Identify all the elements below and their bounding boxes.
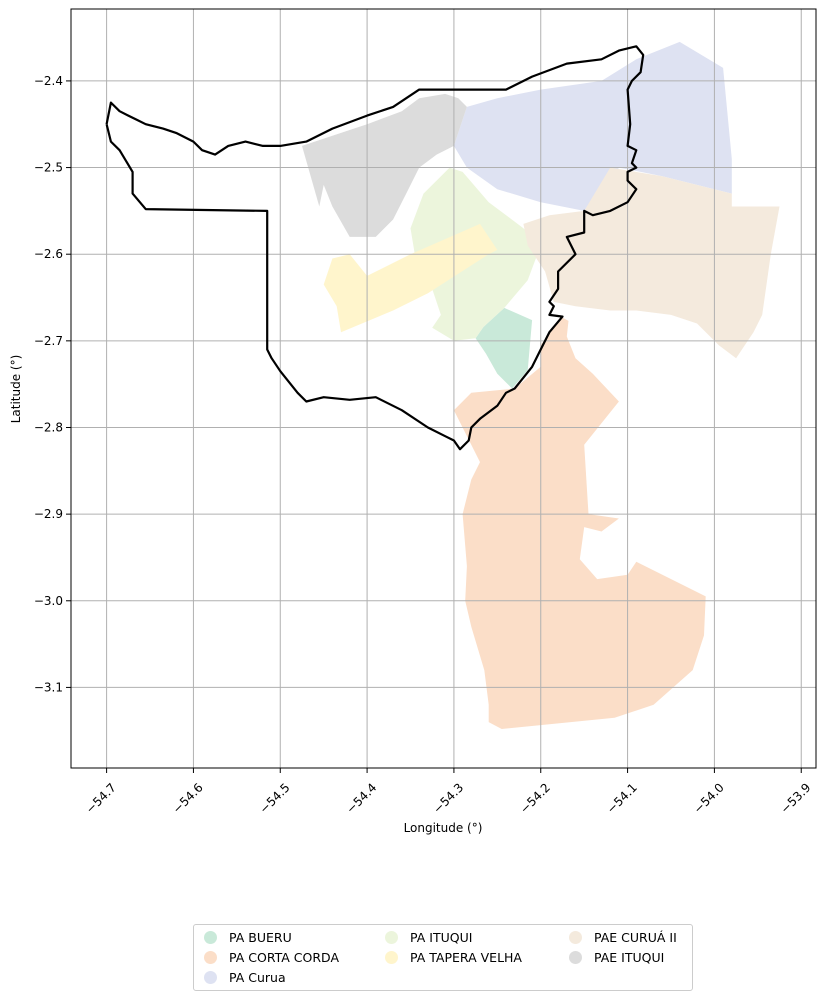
legend-marker [569,931,582,944]
legend-item-pae-curua-ii: PAE CURUÁ II [569,930,677,945]
legend-marker [569,951,582,964]
legend-label: PAE CURUÁ II [594,930,677,945]
legend-item-pa-ituqui: PA ITUQUI [385,930,472,945]
x-tick-label: −54.1 [604,780,640,816]
x-tick-label: −54.2 [517,780,553,816]
x-tick-label: −54.3 [430,780,466,816]
legend-marker [204,971,217,984]
polygon-pa-curua [453,41,732,211]
legend-item-pa-bueru: PA BUERU [204,930,292,945]
settlement-polygons [302,41,780,729]
y-tick-label: −2.4 [34,74,63,88]
legend-marker [204,931,217,944]
polygon-pae-curua-ii [523,167,780,359]
grid-lines [71,9,816,768]
polygon-pae-ituqui [302,93,467,237]
x-tick-label: −53.9 [778,780,814,816]
y-tick-label: −2.8 [34,420,63,434]
polygon-pa-bueru [475,307,533,389]
legend-label: PA TAPERA VELHA [410,950,522,965]
boundary-line [105,45,645,451]
legend-label: PAE ITUQUI [594,950,665,965]
legend-marker [204,951,217,964]
legend-item-pa-corta-corda: PA CORTA CORDA [204,950,339,965]
y-tick-label: −2.5 [34,161,63,175]
x-tick-label: −54.4 [344,780,380,816]
x-tick-label: −54.6 [170,780,206,816]
legend-marker [385,931,398,944]
legend-item-pae-ituqui: PAE ITUQUI [569,950,664,965]
y-tick-label: −2.6 [34,247,63,261]
legend: PA BUERU PA CORTA CORDA PA Curua PA ITUQ… [193,924,693,991]
legend-label: PA Curua [229,970,286,985]
legend-item-pa-curua: PA Curua [204,970,286,985]
y-tick-label: −2.9 [34,507,63,521]
polygon-pa-corta-corda [453,316,706,729]
plot-frame [70,8,817,769]
x-tick-label: −54.7 [83,780,119,816]
y-axis-title: Latitude (°) [9,355,23,424]
x-tick-label: −54.0 [691,780,727,816]
y-tick-label: −2.7 [34,334,63,348]
legend-label: PA BUERU [229,930,292,945]
legend-item-pa-tapera-velha: PA TAPERA VELHA [385,950,522,965]
y-tick-label: −3.0 [34,594,63,608]
x-axis-title: Longitude (°) [404,821,483,835]
x-tick-label: −54.5 [257,780,293,816]
legend-label: PA CORTA CORDA [229,950,340,965]
y-tick-label: −3.1 [34,680,63,694]
municipality-boundary [105,45,645,451]
legend-marker [385,951,398,964]
legend-label: PA ITUQUI [410,930,473,945]
